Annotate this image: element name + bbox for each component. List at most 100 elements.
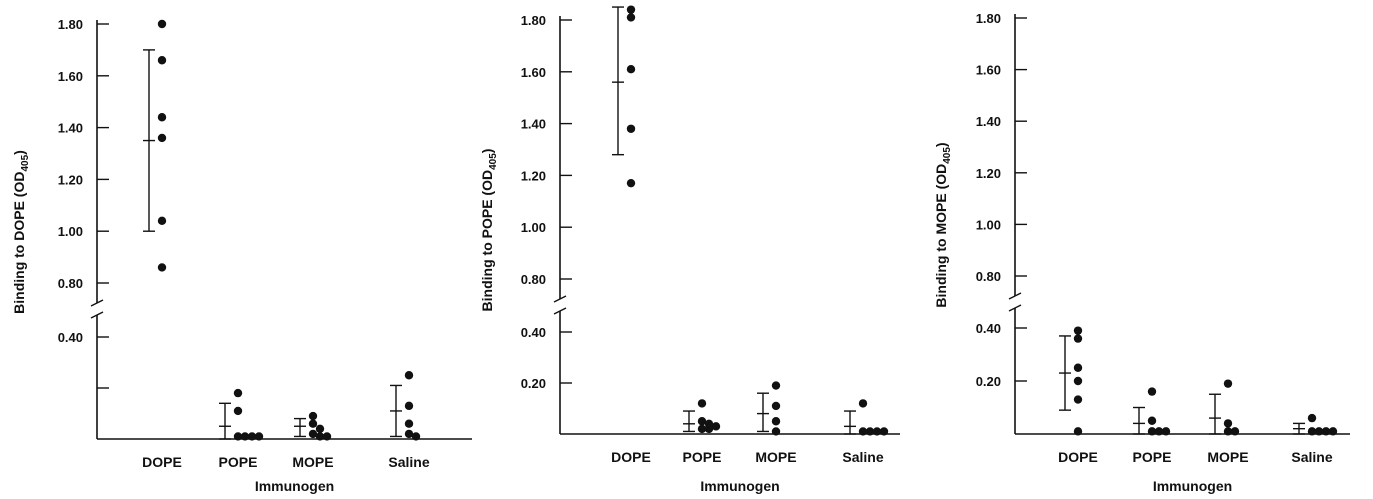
y-tick-label: 0.40 [58, 330, 83, 345]
category-label: POPE [1133, 449, 1172, 465]
data-point [315, 424, 325, 433]
y-tick-label: 1.60 [976, 63, 1001, 78]
y-tick-label: 1.60 [58, 69, 83, 84]
category-label: DOPE [142, 454, 182, 470]
category-label: DOPE [1058, 449, 1098, 465]
y-axis-title: Binding to MOPE (OD405) [933, 142, 953, 307]
category-label: DOPE [611, 449, 651, 465]
y-tick-label: 1.80 [976, 11, 1001, 26]
data-point [240, 432, 250, 441]
y-tick-label: 0.80 [58, 276, 83, 291]
data-point [1154, 427, 1164, 436]
data-point [1328, 427, 1338, 436]
data-point [626, 65, 636, 74]
data-point [1314, 427, 1324, 436]
category-label: MOPE [292, 454, 333, 470]
data-point [771, 427, 781, 436]
x-axis-title: Immunogen [1153, 478, 1232, 494]
data-point [711, 422, 721, 431]
y-tick-label: 1.40 [976, 114, 1001, 129]
y-tick-label: 1.40 [521, 117, 546, 132]
data-point [308, 429, 318, 439]
data-point [858, 427, 868, 436]
y-tick-label: 0.20 [976, 374, 1001, 389]
data-point [697, 424, 707, 434]
data-point [626, 178, 636, 188]
y-tick-label: 1.00 [976, 217, 1001, 232]
category-label: Saline [1291, 449, 1332, 465]
y-axis-title: Binding to DOPE (OD405) [11, 150, 31, 314]
data-point [404, 371, 414, 380]
data-point [308, 419, 318, 428]
data-point [404, 419, 414, 428]
y-tick-label: 1.20 [58, 172, 83, 187]
axis-break-mark [90, 311, 104, 319]
data-point [1073, 363, 1083, 372]
y-tick-label: 1.80 [521, 13, 546, 28]
data-point [1073, 326, 1083, 335]
data-point [879, 427, 889, 436]
axis-break-mark [553, 307, 567, 315]
data-point [1147, 387, 1157, 396]
data-point [626, 124, 636, 133]
category-label: POPE [683, 449, 722, 465]
data-point [404, 401, 414, 411]
data-point [1073, 395, 1083, 404]
data-point [247, 432, 257, 441]
category-label: Saline [842, 449, 883, 465]
axis-break-mark [1008, 304, 1022, 312]
data-point [411, 432, 421, 441]
axis-break-mark [1008, 292, 1022, 300]
data-point [771, 417, 781, 426]
y-tick-label: 1.20 [521, 168, 546, 183]
data-point [1307, 427, 1317, 436]
chart-panel-1: 0.40 0.80 1.00 1.20 1.40 1.60 1.80 DOPE POPE MOPE… [11, 17, 472, 494]
data-point [771, 401, 781, 411]
category-label: MOPE [755, 449, 796, 465]
data-point [157, 113, 167, 122]
y-tick-label: 0.80 [521, 272, 546, 287]
data-point [1321, 427, 1331, 436]
y-tick-label: 1.20 [976, 166, 1001, 181]
data-point [157, 216, 167, 226]
data-point [697, 417, 707, 426]
chart-panel-2: 0.40 0.20 0.80 1.00 1.20 1.40 1.60 1.80 DOPE POPE… [479, 5, 900, 494]
data-point [1230, 427, 1240, 436]
data-point [233, 406, 243, 416]
y-tick-label: 1.00 [521, 220, 546, 235]
data-point [858, 399, 868, 408]
axis-break-mark [90, 299, 104, 307]
data-point [157, 19, 167, 29]
data-point [771, 381, 781, 390]
data-point [157, 133, 167, 143]
axis-break-mark [553, 295, 567, 303]
x-axis-title: Immunogen [255, 478, 334, 494]
data-point [872, 427, 882, 436]
data-point [157, 263, 167, 272]
y-tick-label: 0.80 [976, 269, 1001, 284]
data-point [308, 411, 318, 421]
y-tick-label: 1.60 [521, 65, 546, 80]
y-tick-label: 1.00 [58, 224, 83, 239]
data-point [697, 399, 707, 408]
data-point [704, 424, 714, 434]
data-point [1073, 334, 1083, 343]
category-label: POPE [219, 454, 258, 470]
data-point [1147, 416, 1157, 425]
y-tick-label: 0.40 [976, 321, 1001, 336]
data-point [1147, 427, 1157, 436]
data-point [1223, 427, 1233, 436]
data-point [404, 429, 414, 439]
data-point [1161, 427, 1171, 436]
data-point [1307, 413, 1317, 423]
y-tick-label: 1.80 [58, 17, 83, 32]
data-point [233, 388, 243, 398]
category-label: Saline [388, 454, 429, 470]
y-tick-label: 0.40 [521, 325, 546, 340]
data-point [1073, 427, 1083, 436]
data-point [626, 13, 636, 22]
data-point [626, 5, 636, 14]
data-point [254, 432, 264, 441]
data-point [1223, 379, 1233, 388]
